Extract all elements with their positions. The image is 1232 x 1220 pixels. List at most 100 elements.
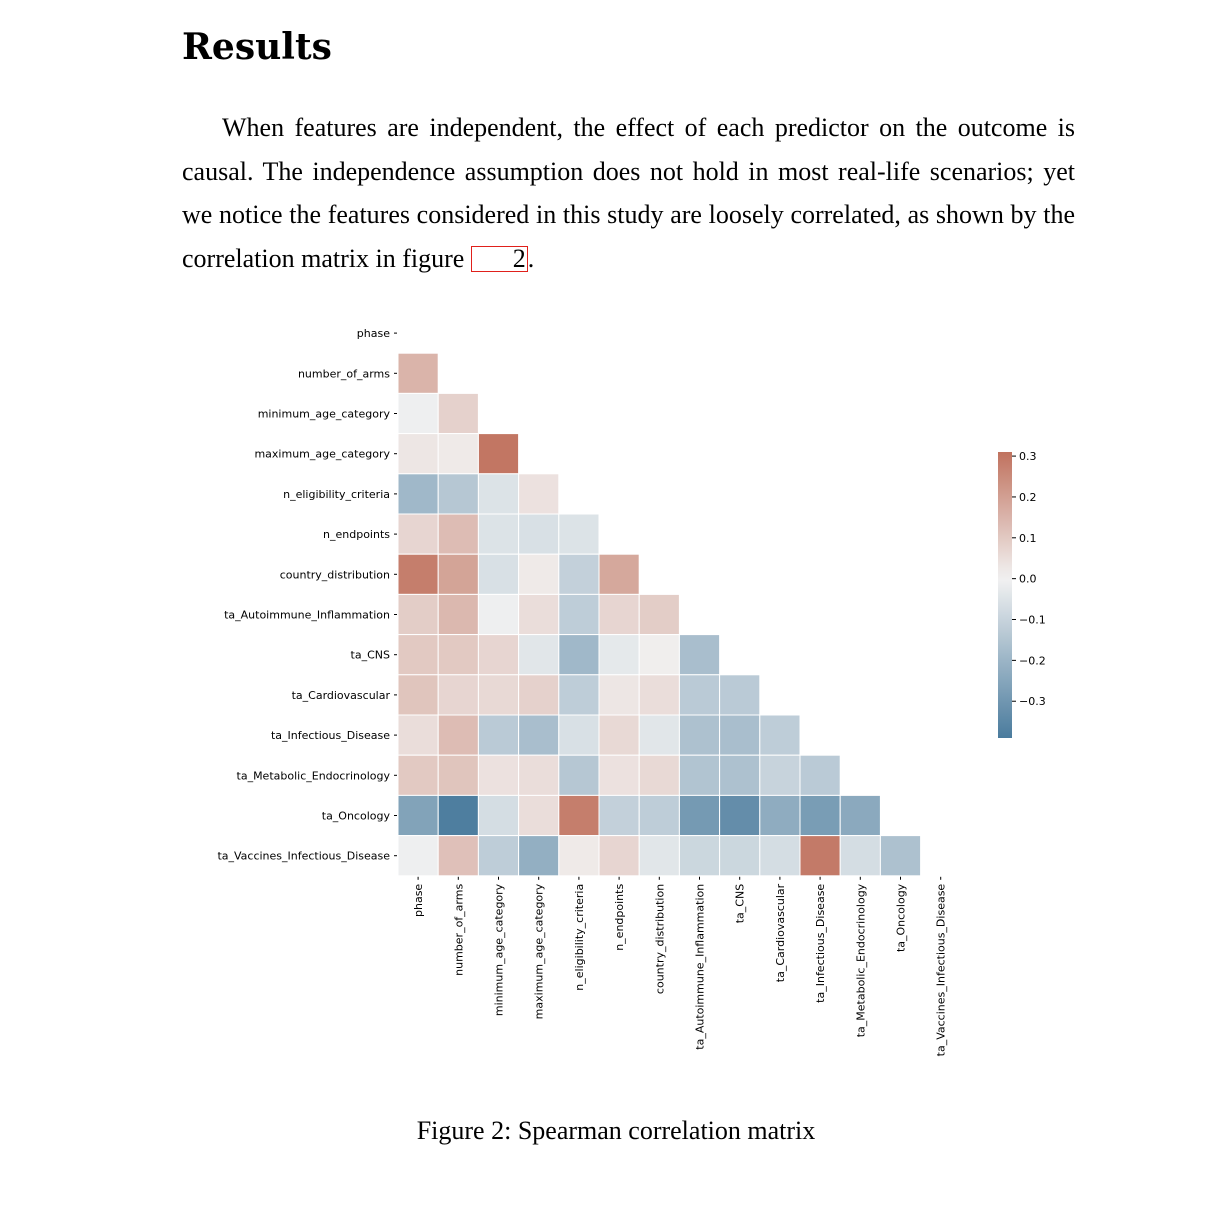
heatmap-cell [598,835,640,877]
heatmap-cell [598,634,640,676]
heatmap-cell [678,835,721,877]
correlation-heatmap: phasenumber_of_armsminimum_age_categorym… [217,327,1046,1057]
heatmap-cell [678,634,721,676]
row-label: ta_Infectious_Disease [271,729,390,742]
heatmap-cell [437,714,479,756]
row-label: ta_CNS [351,649,390,662]
heatmap-cell [558,714,600,756]
column-label: phase [412,884,425,917]
heatmap-cell [759,714,801,756]
colorbar [998,452,1012,738]
heatmap-cell [638,835,680,877]
heatmap-cell [558,794,600,837]
figure-reference-link[interactable]: 2 [470,245,528,272]
heatmap-cell [437,754,479,796]
row-label: country_distribution [280,568,390,581]
column-label: number_of_arms [452,884,465,976]
row-label: maximum_age_category [254,448,390,461]
heatmap-cell [638,754,680,796]
heatmap-cell [397,553,439,595]
heatmap-cell [477,553,520,595]
heatmap-cell [598,754,640,796]
heatmap-cell [638,593,680,636]
heatmap-cell [518,714,560,756]
heatmap-cell [598,674,640,716]
heatmap-cell [518,634,560,676]
row-label: phase [357,327,390,340]
heatmap-cell [598,714,640,756]
heatmap-cell [638,794,680,837]
heatmap-cell [397,674,439,716]
column-label: ta_Cardiovascular [774,883,787,982]
heatmap-cell [437,634,479,676]
heatmap-cell [477,433,520,475]
heatmap-cell [518,473,560,515]
column-label: ta_Infectious_Disease [814,884,827,1003]
heatmap-cell [518,754,560,796]
row-label: ta_Autoimmune_Inflammation [224,609,390,622]
heatmap-cell [719,754,761,796]
heatmap-cell [799,754,841,796]
heatmap-cell [598,593,640,636]
column-label: n_endpoints [613,884,626,951]
heatmap-cell [518,674,560,716]
heatmap-cell [437,835,479,877]
column-label: ta_Vaccines_Infectious_Disease [935,884,948,1057]
heatmap-cell [799,794,841,837]
heatmap-cell [638,634,680,676]
heatmap-cell [518,513,560,555]
heatmap-cell [437,473,479,515]
colorbar-tick-label: −0.3 [1019,695,1046,708]
heatmap-cell [437,794,479,837]
column-label: ta_Oncology [895,883,908,952]
colorbar-tick-label: 0.3 [1019,450,1037,463]
heatmap-cell [598,553,640,595]
heatmap-cell [799,835,841,877]
heatmap-cell [397,392,439,435]
heatmap-cell [678,714,721,756]
column-label: minimum_age_category [493,883,506,1016]
heatmap-cell [397,593,439,636]
heatmap-cell [477,754,520,796]
heatmap-cell [518,593,560,636]
heatmap-cell [558,754,600,796]
heatmap-cell [397,352,439,394]
heatmap-cell [719,835,761,877]
heatmap-cell [477,714,520,756]
heatmap-cell [759,794,801,837]
heatmap-cell [397,835,439,877]
heatmap-cell [638,714,680,756]
heatmap-cell [437,513,479,555]
row-label: minimum_age_category [258,408,391,421]
row-label: ta_Oncology [322,810,391,823]
heatmap-cell [719,674,761,716]
colorbar-tick-label: 0.1 [1019,532,1037,545]
heatmap-cell [678,794,721,837]
heatmap-cell [558,513,600,555]
paragraph-text-end: . [527,243,535,273]
heatmap-cell [518,794,560,837]
heatmap-cell [477,593,520,636]
colorbar-tick-label: −0.1 [1019,614,1046,627]
heatmap-cell [477,794,520,837]
body-paragraph: When features are independent, the effec… [182,106,1075,280]
column-label: ta_Metabolic_Endocrinology [854,883,867,1037]
row-label: n_endpoints [323,528,390,541]
heatmap-cell [437,553,479,595]
heatmap-cell [719,714,761,756]
heatmap-cell [839,835,881,877]
heatmap-cell [678,754,721,796]
paragraph-text: When features are independent, the effec… [182,113,1075,273]
heatmap-cell [638,674,680,716]
heatmap-cell [477,513,520,555]
heatmap-cell [598,794,640,837]
heatmap-cell [397,794,439,837]
heatmap-cell [518,553,560,595]
heatmap-cell [558,593,600,636]
heatmap-cell [397,473,439,515]
colorbar-tick-label: 0.2 [1019,491,1037,504]
column-label: ta_CNS [734,884,747,923]
heatmap-cell [558,835,600,877]
heatmap-cell [759,835,801,877]
heatmap-cell [397,634,439,676]
